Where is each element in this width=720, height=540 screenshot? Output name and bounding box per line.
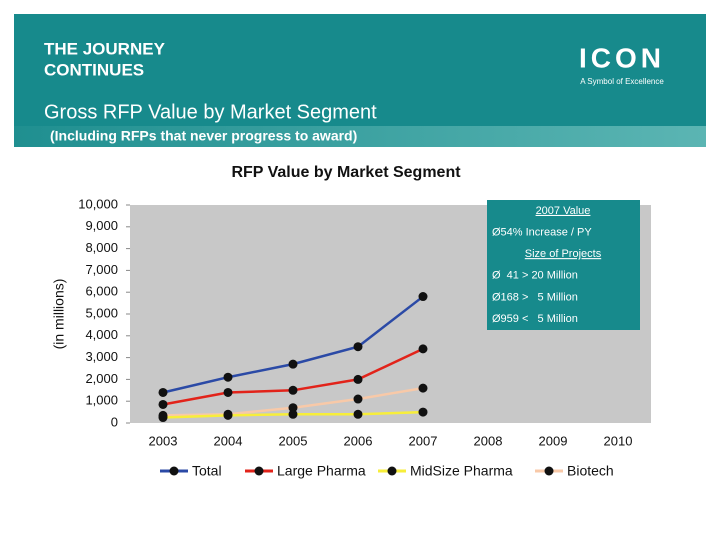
legend-label: Total	[192, 463, 222, 479]
y-tick-label: 4,000	[85, 327, 118, 342]
data-point	[288, 385, 298, 395]
x-tick-label: 2010	[604, 433, 633, 448]
header-band	[14, 14, 706, 126]
data-point	[223, 372, 233, 382]
chart-title: RFP Value by Market Segment	[231, 164, 461, 181]
data-point	[158, 387, 168, 397]
data-point	[418, 407, 428, 417]
annotation-text: Size of Projects	[525, 248, 602, 260]
annotation-text: Ø168 > 5 Million	[492, 291, 578, 303]
annotation-text: Ø959 < 5 Million	[492, 313, 578, 325]
y-tick-label: 8,000	[85, 240, 118, 255]
y-tick-label: 6,000	[85, 284, 118, 299]
y-tick-label: 2,000	[85, 371, 118, 386]
data-point	[418, 344, 428, 354]
y-tick-label: 10,000	[78, 196, 118, 211]
annotation-text: 2007 Value	[536, 205, 591, 217]
x-tick-label: 2004	[214, 433, 243, 448]
data-point	[353, 394, 363, 404]
tagline: A Symbol of Excellence	[580, 77, 664, 86]
data-point	[353, 342, 363, 352]
x-tick-label: 2003	[149, 433, 178, 448]
x-tick-label: 2005	[279, 433, 308, 448]
data-point	[418, 292, 428, 302]
y-tick-label: 3,000	[85, 349, 118, 364]
slide-subtitle: (Including RFPs that never progress to a…	[50, 128, 357, 144]
annotation-text: Ø54% Increase / PY	[492, 227, 592, 239]
data-point	[288, 403, 298, 413]
brand-line: CONTINUES	[44, 60, 144, 79]
legend-label: Biotech	[567, 463, 614, 479]
y-tick-label: 9,000	[85, 218, 118, 233]
slide-title: Gross RFP Value by Market Segment	[44, 101, 377, 123]
y-tick-label: 7,000	[85, 262, 118, 277]
y-tick-label: 1,000	[85, 393, 118, 408]
data-point	[158, 399, 168, 409]
subtitle-band	[14, 126, 706, 147]
brand-line: THE JOURNEY	[44, 39, 166, 58]
y-tick-label: 0	[111, 414, 118, 429]
data-point	[288, 409, 298, 419]
data-point	[223, 387, 233, 397]
legend-label: MidSize Pharma	[410, 463, 513, 479]
data-point	[288, 359, 298, 369]
x-tick-label: 2007	[409, 433, 438, 448]
annotation-text: Ø 41 > 20 Million	[492, 270, 578, 282]
data-point	[353, 374, 363, 384]
legend-marker	[254, 466, 264, 476]
legend-label: Large Pharma	[277, 463, 366, 479]
data-point	[353, 409, 363, 419]
y-axis-label: (in millions)	[51, 279, 67, 350]
x-tick-label: 2008	[474, 433, 503, 448]
x-tick-label: 2009	[539, 433, 568, 448]
annotation-box	[487, 200, 640, 330]
data-point	[158, 413, 168, 423]
logo: ICON	[579, 42, 665, 73]
x-tick-label: 2006	[344, 433, 373, 448]
y-tick-label: 5,000	[85, 305, 118, 320]
legend-marker	[387, 466, 397, 476]
data-point	[418, 383, 428, 393]
legend-marker	[544, 466, 554, 476]
data-point	[223, 410, 233, 420]
legend-marker	[169, 466, 179, 476]
